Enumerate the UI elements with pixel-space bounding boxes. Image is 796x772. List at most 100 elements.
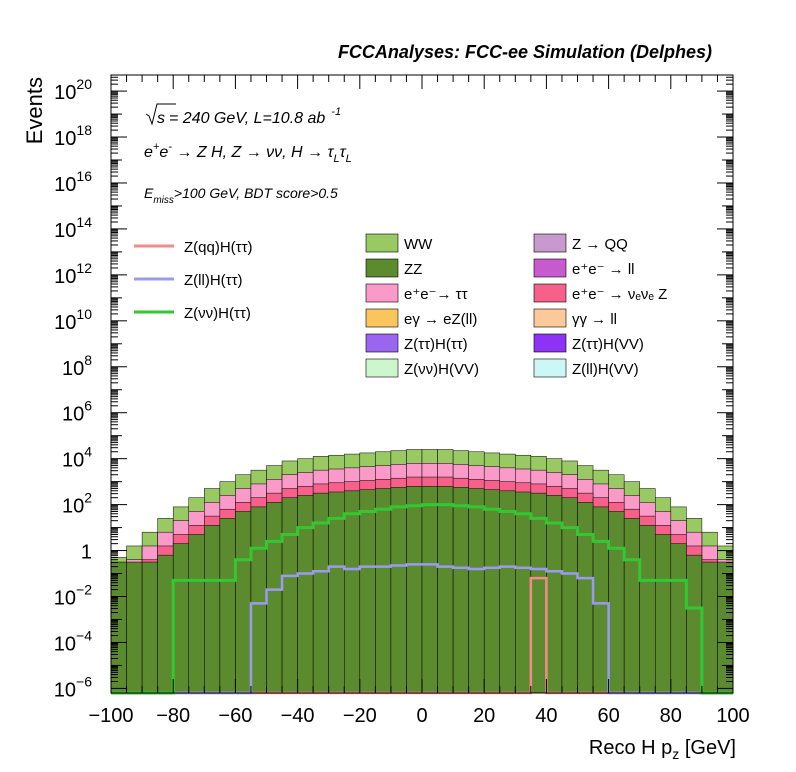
x-tick-label: −40	[281, 705, 315, 727]
legend-label: Z(qq)H(ττ)	[184, 239, 253, 256]
x-tick-label: 80	[660, 705, 682, 727]
x-tick-label: −60	[218, 705, 252, 727]
x-tick-label: 40	[535, 705, 557, 727]
y-tick-label: 10−4	[54, 627, 92, 655]
bar-zz-24	[483, 489, 501, 694]
legend-swatch	[533, 308, 567, 328]
bar-zz-10	[266, 502, 283, 694]
bar-zz-9	[250, 506, 267, 694]
bar-zz-7	[219, 518, 236, 694]
bar-zz-20	[421, 485, 438, 694]
legend-swatch	[533, 258, 567, 278]
y-axis-label: Events	[22, 77, 47, 144]
y-tick-label: 1010	[54, 306, 92, 334]
chart-title: FCCAnalyses: FCC-ee Simulation (Delphes)	[338, 42, 712, 62]
bar-zz-38	[701, 561, 718, 694]
legend-label: γγ → ll	[572, 311, 617, 328]
y-tick-label: 10−6	[54, 673, 92, 701]
annotation-energy: s = 240 GeV, L=10.8 ab -1	[145, 103, 341, 127]
x-axis-ticks: −100 −80 −60 −40 −20 0 20 40 60 80 100	[88, 75, 750, 727]
legend-label: eγ → eZ(ll)	[404, 311, 477, 328]
legend-swatch	[533, 333, 567, 353]
bar-zz-3	[157, 554, 174, 694]
x-tick-label: 0	[416, 705, 427, 727]
x-tick-label: −20	[343, 705, 377, 727]
y-tick-label: 104	[62, 444, 92, 472]
bar-zz-4	[172, 543, 189, 694]
sqrt-icon	[145, 103, 176, 126]
bar-zz-27	[530, 492, 547, 694]
bar-zz-30	[577, 502, 594, 694]
bar-zz-19	[406, 485, 423, 694]
legend-label: WW	[404, 236, 433, 253]
y-tick-label: 1012	[54, 260, 92, 288]
legend-swatch	[365, 233, 399, 253]
bar-zz-28	[546, 495, 563, 694]
signal-znn-htautau-line	[111, 503, 733, 695]
bar-zz-0	[110, 561, 127, 694]
bar-zz-32	[608, 511, 625, 694]
legend-swatch	[365, 283, 399, 303]
legend-label: Z(ττ)H(ττ)	[404, 336, 468, 353]
x-axis-label: Reco H pz [GeV]	[589, 737, 736, 762]
legend-swatch	[533, 283, 567, 303]
legend-label: Z(ll)H(VV)	[572, 361, 639, 378]
legend-backgrounds-1: WW ZZ e⁺e⁻→ ττ eγ → eZ(ll) Z(ττ)H(ττ) Z(νν)H(…	[365, 233, 479, 378]
bar-zz-36	[670, 543, 687, 694]
y-tick-label: 10−2	[54, 582, 92, 610]
x-tick-label: 100	[716, 705, 749, 727]
bar-zz-8	[235, 511, 252, 694]
y-tick-label: 106	[62, 398, 92, 426]
bar-zz-12	[297, 495, 314, 694]
legend-label: e⁺e⁻ → νₑνₑ Z	[572, 286, 667, 303]
bar-zz-16	[359, 489, 376, 694]
x-tick-label: −100	[88, 705, 133, 727]
bar-zz-22	[452, 487, 469, 694]
legend-backgrounds-2: Z → QQ e⁺e⁻ → ll e⁺e⁻ → νₑνₑ Z γγ → ll Z(ττ)…	[533, 233, 667, 378]
legend-label: Z(ττ)H(VV)	[572, 336, 644, 353]
legend-label: Z(νν)H(ττ)	[184, 305, 251, 322]
bar-zz-14	[328, 491, 345, 694]
y-tick-label: 102	[62, 490, 92, 518]
y-tick-label: 1016	[54, 168, 92, 196]
stacked-histograms	[110, 449, 734, 694]
y-tick-label: 108	[62, 352, 92, 380]
legend-signals: Z(qq)H(ττ) Z(ll)H(ττ) Z(νν)H(ττ)	[134, 239, 253, 322]
bar-zz-11	[281, 497, 298, 694]
annotation-cut: Emiss>100 GeV, BDT score>0.5	[144, 185, 338, 206]
legend-label: Z(ll)H(ττ)	[184, 272, 243, 289]
legend-label: e⁺e⁻ → ll	[572, 261, 635, 278]
bar-zz-18	[390, 487, 407, 694]
bar-zz-25	[499, 490, 516, 694]
legend-label: Z(νν)H(VV)	[404, 361, 479, 378]
bar-zz-5	[188, 534, 205, 694]
legend-swatch	[365, 258, 399, 278]
y-tick-label: 1014	[54, 214, 92, 242]
legend-swatch	[533, 358, 567, 378]
legend-swatch	[533, 233, 567, 253]
bar-zz-15	[344, 490, 361, 694]
bar-zz-2	[141, 561, 158, 694]
x-tick-label: −80	[156, 705, 190, 727]
bar-zz-33	[623, 518, 640, 694]
svg-text:s= 240 GeV, L=10.8 ab-1: s = 240 GeV, L=10.8 ab -1	[157, 106, 341, 127]
bar-zz-39	[717, 561, 734, 694]
legend-swatch	[365, 333, 399, 353]
bar-zz-31	[592, 506, 609, 694]
bar-zz-1	[126, 561, 143, 694]
bar-zz-21	[437, 485, 454, 694]
x-tick-label: 20	[473, 705, 495, 727]
y-tick-label: 1	[81, 542, 92, 564]
legend-label: e⁺e⁻→ ττ	[404, 286, 468, 303]
legend-label: ZZ	[404, 261, 422, 278]
bar-zz-23	[468, 488, 485, 694]
annotation-process: e+e- → Z H, Z → νν, H → τLτL	[144, 141, 352, 165]
legend-swatch	[365, 358, 399, 378]
bar-zz-17	[375, 488, 392, 694]
bar-zz-6	[204, 525, 221, 694]
bar-zz-34	[639, 525, 656, 694]
bar-zz-37	[686, 554, 703, 694]
y-tick-label: 1018	[54, 122, 92, 150]
legend-label: Z → QQ	[572, 236, 628, 253]
